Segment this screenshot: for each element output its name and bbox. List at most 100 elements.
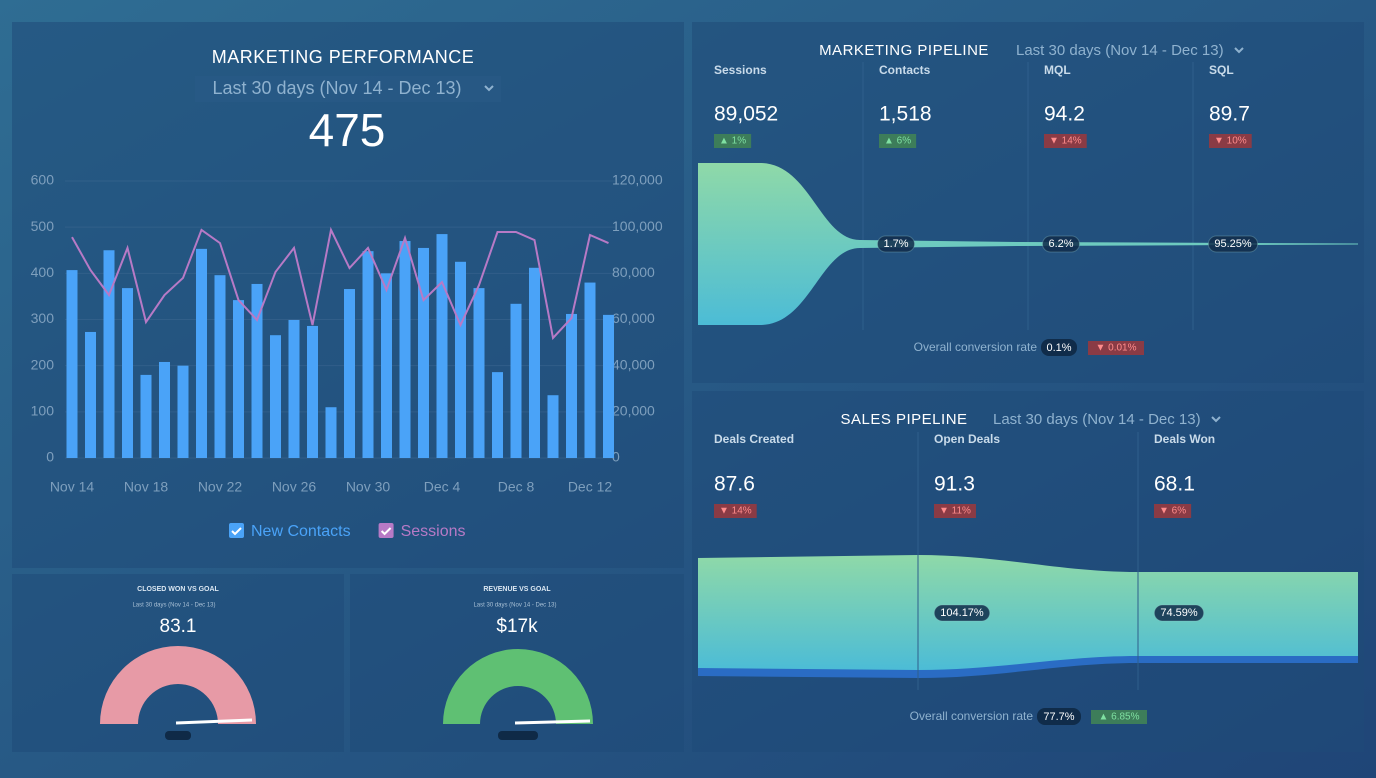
date-range[interactable]: Last 30 days (Nov 14 - Dec 13) — [993, 411, 1201, 428]
panel-title: REVENUE VS GOAL — [483, 586, 551, 593]
stage-value: 89.7 — [1209, 103, 1250, 126]
bar — [510, 303, 522, 458]
kpi-value: 475 — [309, 104, 386, 156]
overall-value: 0.1% — [1046, 342, 1071, 354]
bar — [196, 248, 207, 458]
badge — [1209, 134, 1252, 148]
date-picker[interactable] — [195, 76, 501, 102]
bar — [547, 395, 559, 458]
x-tick-label: Nov 18 — [124, 479, 169, 495]
conversion-rate: 104.17% — [940, 607, 984, 619]
pill — [933, 604, 991, 622]
stage-label: Deals Won — [1154, 432, 1215, 446]
bar — [251, 283, 263, 458]
badge — [1088, 341, 1144, 355]
date-range[interactable]: Last 30 days (Nov 14 - Dec 13) — [212, 78, 461, 98]
gauge-pill — [165, 731, 191, 740]
panel-title: MARKETING PERFORMANCE — [212, 47, 475, 67]
overall-value: 77.7% — [1043, 711, 1074, 723]
panel-title: MARKETING PIPELINE — [819, 42, 989, 59]
pill — [1037, 708, 1081, 725]
bar — [603, 314, 614, 458]
bar — [529, 267, 540, 458]
conversion-rate: 6.2% — [1048, 238, 1073, 250]
dropdown-arrow — [484, 85, 494, 92]
bar — [177, 365, 189, 458]
overall-label: Overall conversion rate — [914, 340, 1038, 354]
gauge-pill — [498, 731, 538, 740]
pill — [1153, 604, 1205, 622]
bar — [325, 407, 337, 458]
dropdown-arrow — [1211, 416, 1221, 423]
x-tick-label: Dec 12 — [568, 479, 613, 495]
y2-tick-label: 20,000 — [612, 403, 655, 419]
x-tick-label: Dec 4 — [424, 479, 461, 495]
bar — [436, 234, 448, 458]
stage-change: ▼ 11% — [939, 506, 971, 517]
legend-check — [231, 527, 242, 536]
x-tick-label: Nov 14 — [50, 479, 95, 495]
y-tick-label: 100 — [31, 403, 55, 419]
stage-label: Open Deals — [934, 432, 1000, 446]
badge — [714, 134, 752, 148]
overall-change: ▲ 6.85% — [1098, 712, 1139, 723]
x-tick-label: Nov 22 — [198, 479, 243, 495]
overall-label: Overall conversion rate — [910, 709, 1034, 723]
conversion-rate: 74.59% — [1160, 607, 1198, 619]
date-range[interactable]: Last 30 days (Nov 14 - Dec 13) — [132, 603, 215, 609]
y-tick-label: 600 — [31, 172, 55, 188]
y2-tick-label: 80,000 — [612, 264, 655, 280]
badge — [714, 504, 757, 518]
y2-tick-label: 100,000 — [612, 218, 663, 234]
gauge-needle — [514, 719, 591, 725]
badge — [1091, 710, 1147, 724]
y-tick-label: 0 — [46, 449, 54, 465]
y-tick-label: 300 — [31, 310, 55, 326]
y2-tick-label: 40,000 — [612, 356, 655, 372]
dropdown-arrow — [1234, 47, 1244, 54]
bar — [381, 273, 392, 458]
pill — [1041, 235, 1081, 253]
legend-check — [380, 527, 392, 536]
pill — [1207, 235, 1259, 253]
stage-change: ▲ 6% — [884, 136, 911, 147]
badge — [1154, 504, 1192, 518]
bar — [473, 288, 485, 458]
y-tick-label: 200 — [31, 356, 55, 372]
legend-label[interactable]: New Contacts — [251, 523, 351, 540]
stage-value: 91.3 — [934, 473, 975, 496]
y-tick-label: 500 — [31, 218, 55, 234]
bar — [566, 313, 577, 458]
date-range[interactable]: Last 30 days (Nov 14 - Dec 13) — [473, 603, 556, 609]
stage-label: Contacts — [879, 63, 931, 77]
gauge-value: 83.1 — [160, 616, 197, 637]
line — [71, 226, 609, 341]
bar — [85, 331, 96, 458]
legend-checkbox[interactable] — [229, 523, 244, 538]
y2-tick-label: 120,000 — [612, 172, 663, 188]
badge — [879, 134, 917, 148]
bar — [288, 319, 300, 458]
column-dividers — [862, 62, 1194, 330]
bar — [214, 275, 226, 458]
bar — [362, 251, 374, 458]
bar — [159, 361, 170, 458]
date-range[interactable]: Last 30 days (Nov 14 - Dec 13) — [1016, 42, 1224, 59]
combo-chart: 0 100 200 300 400 500 600 0 20,000 40,000 60,000 80… — [31, 172, 663, 541]
overall-change: ▼ 0.01% — [1095, 343, 1136, 354]
bar — [344, 289, 355, 458]
pill — [1041, 339, 1077, 356]
x-tick-label: Nov 26 — [272, 479, 317, 495]
stage-change: ▼ 14% — [1049, 136, 1082, 147]
panel-title: CLOSED WON VS GOAL — [137, 586, 219, 593]
pill — [876, 235, 916, 253]
stage-value: 94.2 — [1044, 103, 1085, 126]
legend-label[interactable]: Sessions — [401, 523, 466, 540]
badge — [1044, 134, 1087, 148]
legend-checkbox[interactable] — [378, 523, 394, 538]
x-tick-label: Dec 8 — [498, 479, 535, 495]
bar — [103, 250, 115, 458]
stage-value: 87.6 — [714, 473, 755, 496]
